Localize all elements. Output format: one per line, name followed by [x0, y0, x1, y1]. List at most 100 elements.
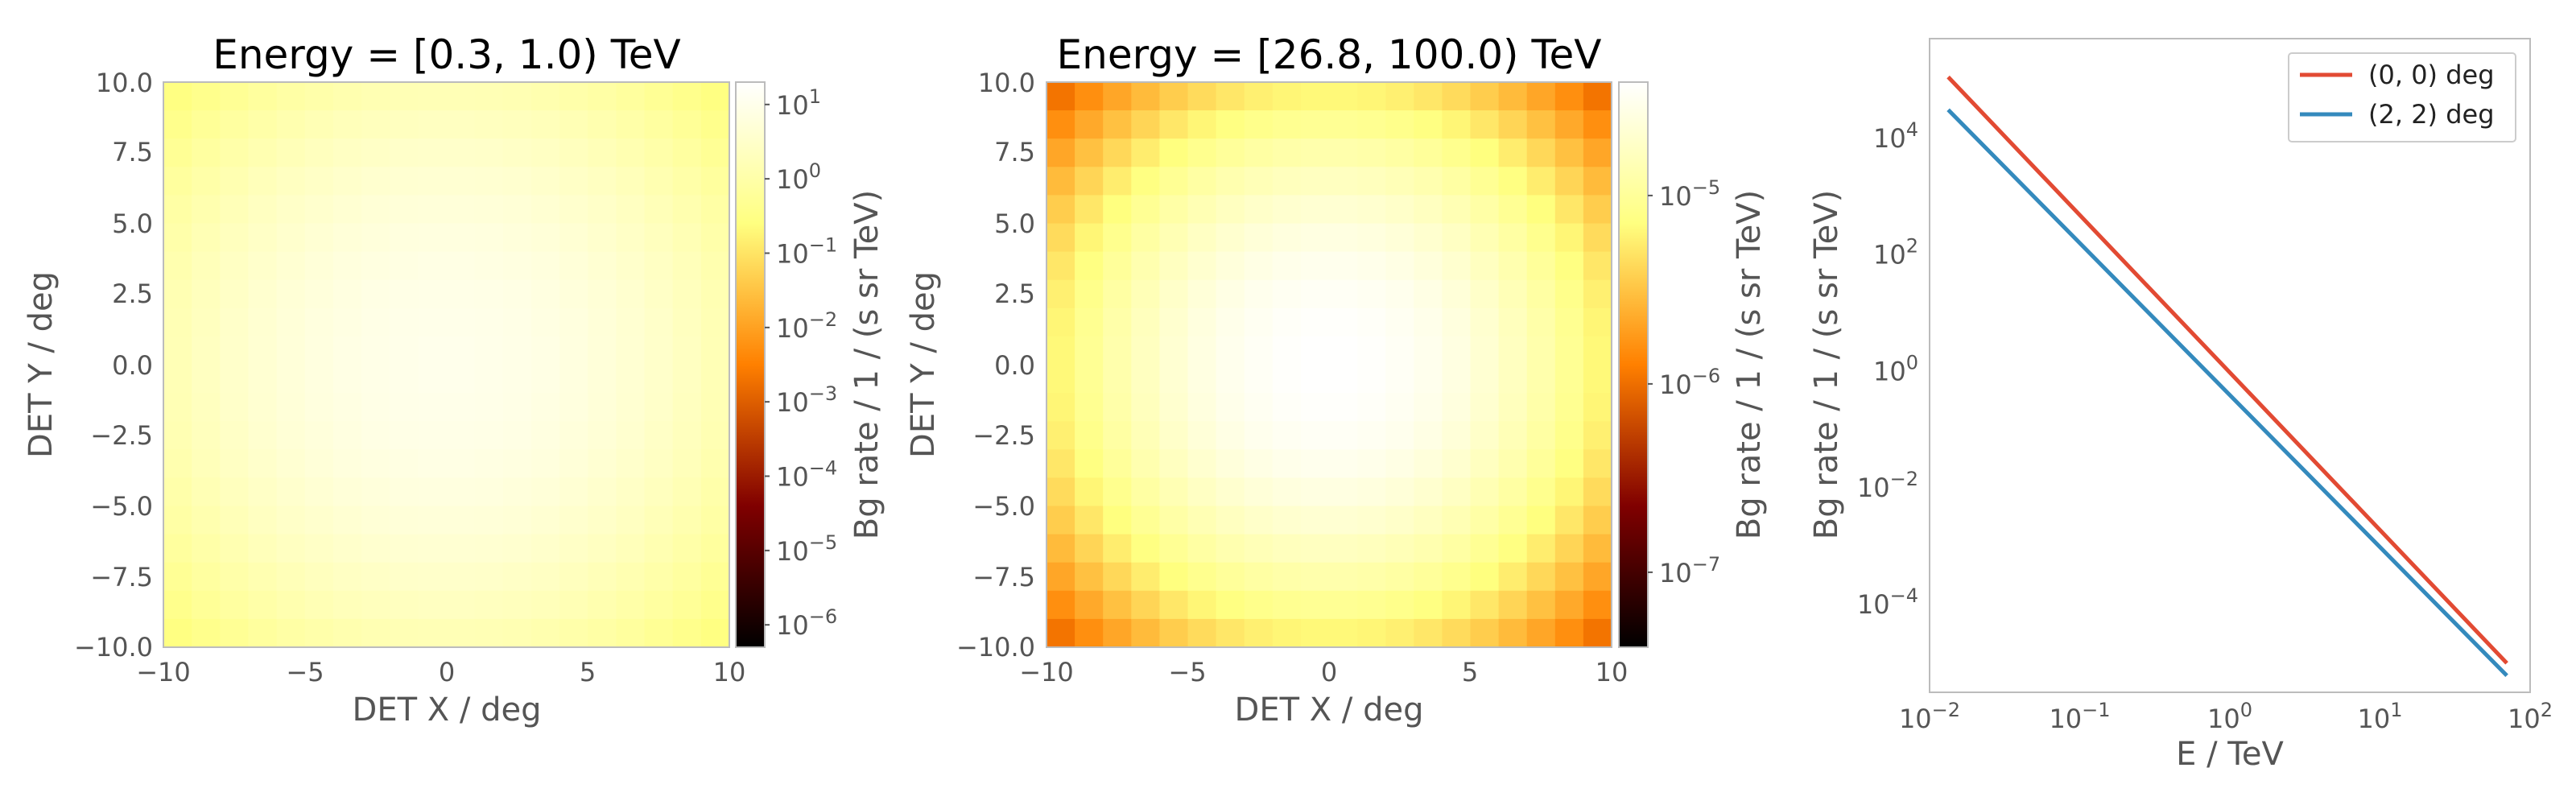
- heatmap-cell: [1414, 138, 1443, 167]
- heatmap-cell: [616, 308, 646, 337]
- heatmap-cell: [1357, 138, 1386, 167]
- x-axis-label: E / TeV: [2176, 736, 2284, 773]
- x-tick-label: 0: [1321, 657, 1337, 687]
- heatmap-cell: [1046, 110, 1075, 139]
- heatmap-cell: [220, 477, 250, 507]
- y-tick-label: 7.5: [112, 137, 153, 167]
- heatmap-cell: [1159, 195, 1189, 225]
- heatmap-cell: [332, 365, 362, 394]
- heatmap-cell: [1244, 618, 1274, 648]
- heatmap-cell: [700, 82, 730, 111]
- heatmap-cell: [220, 534, 250, 564]
- heatmap-cell: [1244, 562, 1274, 592]
- heatmap-cell: [559, 534, 588, 564]
- heatmap-cell: [644, 506, 674, 535]
- heatmap-cell: [361, 618, 390, 648]
- heatmap-cell: [1075, 167, 1104, 196]
- heatmap-cell: [1414, 110, 1443, 139]
- heatmap-cell: [672, 167, 702, 196]
- heatmap-cell: [446, 562, 476, 592]
- heatmap-cell: [276, 618, 306, 648]
- heatmap-cell: [248, 223, 278, 253]
- heatmap-cell: [1554, 562, 1584, 592]
- y-axis-label: DET Y / deg: [905, 271, 942, 458]
- series-lines: [1946, 75, 2508, 678]
- heatmap-cell: [1244, 195, 1274, 225]
- heatmap-cell: [1442, 279, 1472, 309]
- heatmap-cell: [530, 449, 560, 478]
- heatmap-cell: [1442, 534, 1472, 564]
- heatmap-cell: [644, 449, 674, 478]
- heatmap-cell: [1075, 449, 1104, 478]
- heatmap-cell: [588, 618, 617, 648]
- heatmap-cell: [1583, 336, 1612, 365]
- heatmap-cell: [446, 223, 476, 253]
- heatmap-cell: [1103, 421, 1132, 450]
- tick-label: 10−2: [1899, 699, 1960, 734]
- heatmap-cell: [192, 562, 221, 592]
- heatmap-cell: [1272, 534, 1302, 564]
- heatmap-cell: [1046, 336, 1075, 365]
- tick-label: 10−1: [2049, 699, 2110, 734]
- heatmap-cell: [700, 590, 730, 620]
- heatmap-cell: [616, 365, 646, 394]
- heatmap-cell: [1357, 477, 1386, 507]
- heatmap-cell: [1498, 618, 1528, 648]
- heatmap-cell: [1583, 195, 1612, 225]
- heatmap-cell: [1526, 138, 1556, 167]
- heatmap-cell: [672, 279, 702, 309]
- y-tick-label: 2.5: [112, 279, 153, 309]
- x-tick-label: 10: [713, 657, 746, 687]
- heatmap-cell: [1216, 308, 1245, 337]
- heatmap-cell: [1470, 477, 1500, 507]
- heatmap-cell: [332, 336, 362, 365]
- heatmap-cell: [1554, 223, 1584, 253]
- heatmap-cell: [474, 251, 504, 281]
- heatmap-cell: [1131, 251, 1160, 281]
- heatmap-cell: [559, 590, 588, 620]
- heatmap-cell: [502, 506, 532, 535]
- heatmap-cell: [1187, 336, 1217, 365]
- heatmap-cell: [1583, 449, 1612, 478]
- heatmap-cell: [1470, 506, 1500, 535]
- heatmap-cell: [304, 223, 334, 253]
- heatmap-cell: [1554, 167, 1584, 196]
- heatmap-cell: [700, 393, 730, 422]
- heatmap-cell: [192, 110, 221, 139]
- heatmap-cell: [361, 308, 390, 337]
- heatmap-cell: [1583, 167, 1612, 196]
- heatmap-cell: [418, 365, 448, 394]
- heatmap-cell: [163, 251, 192, 281]
- heatmap-cell: [1442, 506, 1472, 535]
- heatmap-cell: [1583, 223, 1612, 253]
- heatmap-cell: [390, 506, 419, 535]
- heatmap-cell: [1414, 534, 1443, 564]
- heatmap-cell: [1046, 590, 1075, 620]
- heatmap-cell: [616, 82, 646, 111]
- heatmap-cell: [1357, 421, 1386, 450]
- heatmap-cell: [418, 223, 448, 253]
- heatmap-cell: [1329, 308, 1358, 337]
- heatmap-cell: [418, 449, 448, 478]
- heatmap-cell: [220, 138, 250, 167]
- heatmap-cell: [1103, 449, 1132, 478]
- heatmap-cell: [1470, 82, 1500, 111]
- heatmap-cell: [1357, 393, 1386, 422]
- heatmap-cell: [390, 590, 419, 620]
- heatmap-cell: [163, 82, 192, 111]
- chart-title: Energy = [26.8, 100.0) TeV: [1057, 31, 1602, 78]
- heatmap-cell: [418, 251, 448, 281]
- heatmap-cell: [163, 279, 192, 309]
- heatmap-cell: [1470, 110, 1500, 139]
- heatmap-cell: [1470, 138, 1500, 167]
- heatmap-cell: [1470, 195, 1500, 225]
- heatmap-cell: [1583, 365, 1612, 394]
- tick-label: 10−7: [1659, 553, 1720, 588]
- heatmap-cell: [1385, 223, 1414, 253]
- heatmap-cell: [530, 251, 560, 281]
- heatmap-cell: [1131, 167, 1160, 196]
- heatmap-cell: [1103, 110, 1132, 139]
- heatmap-cell: [248, 534, 278, 564]
- heatmap-cell: [1498, 110, 1528, 139]
- heatmap-cell: [1216, 365, 1245, 394]
